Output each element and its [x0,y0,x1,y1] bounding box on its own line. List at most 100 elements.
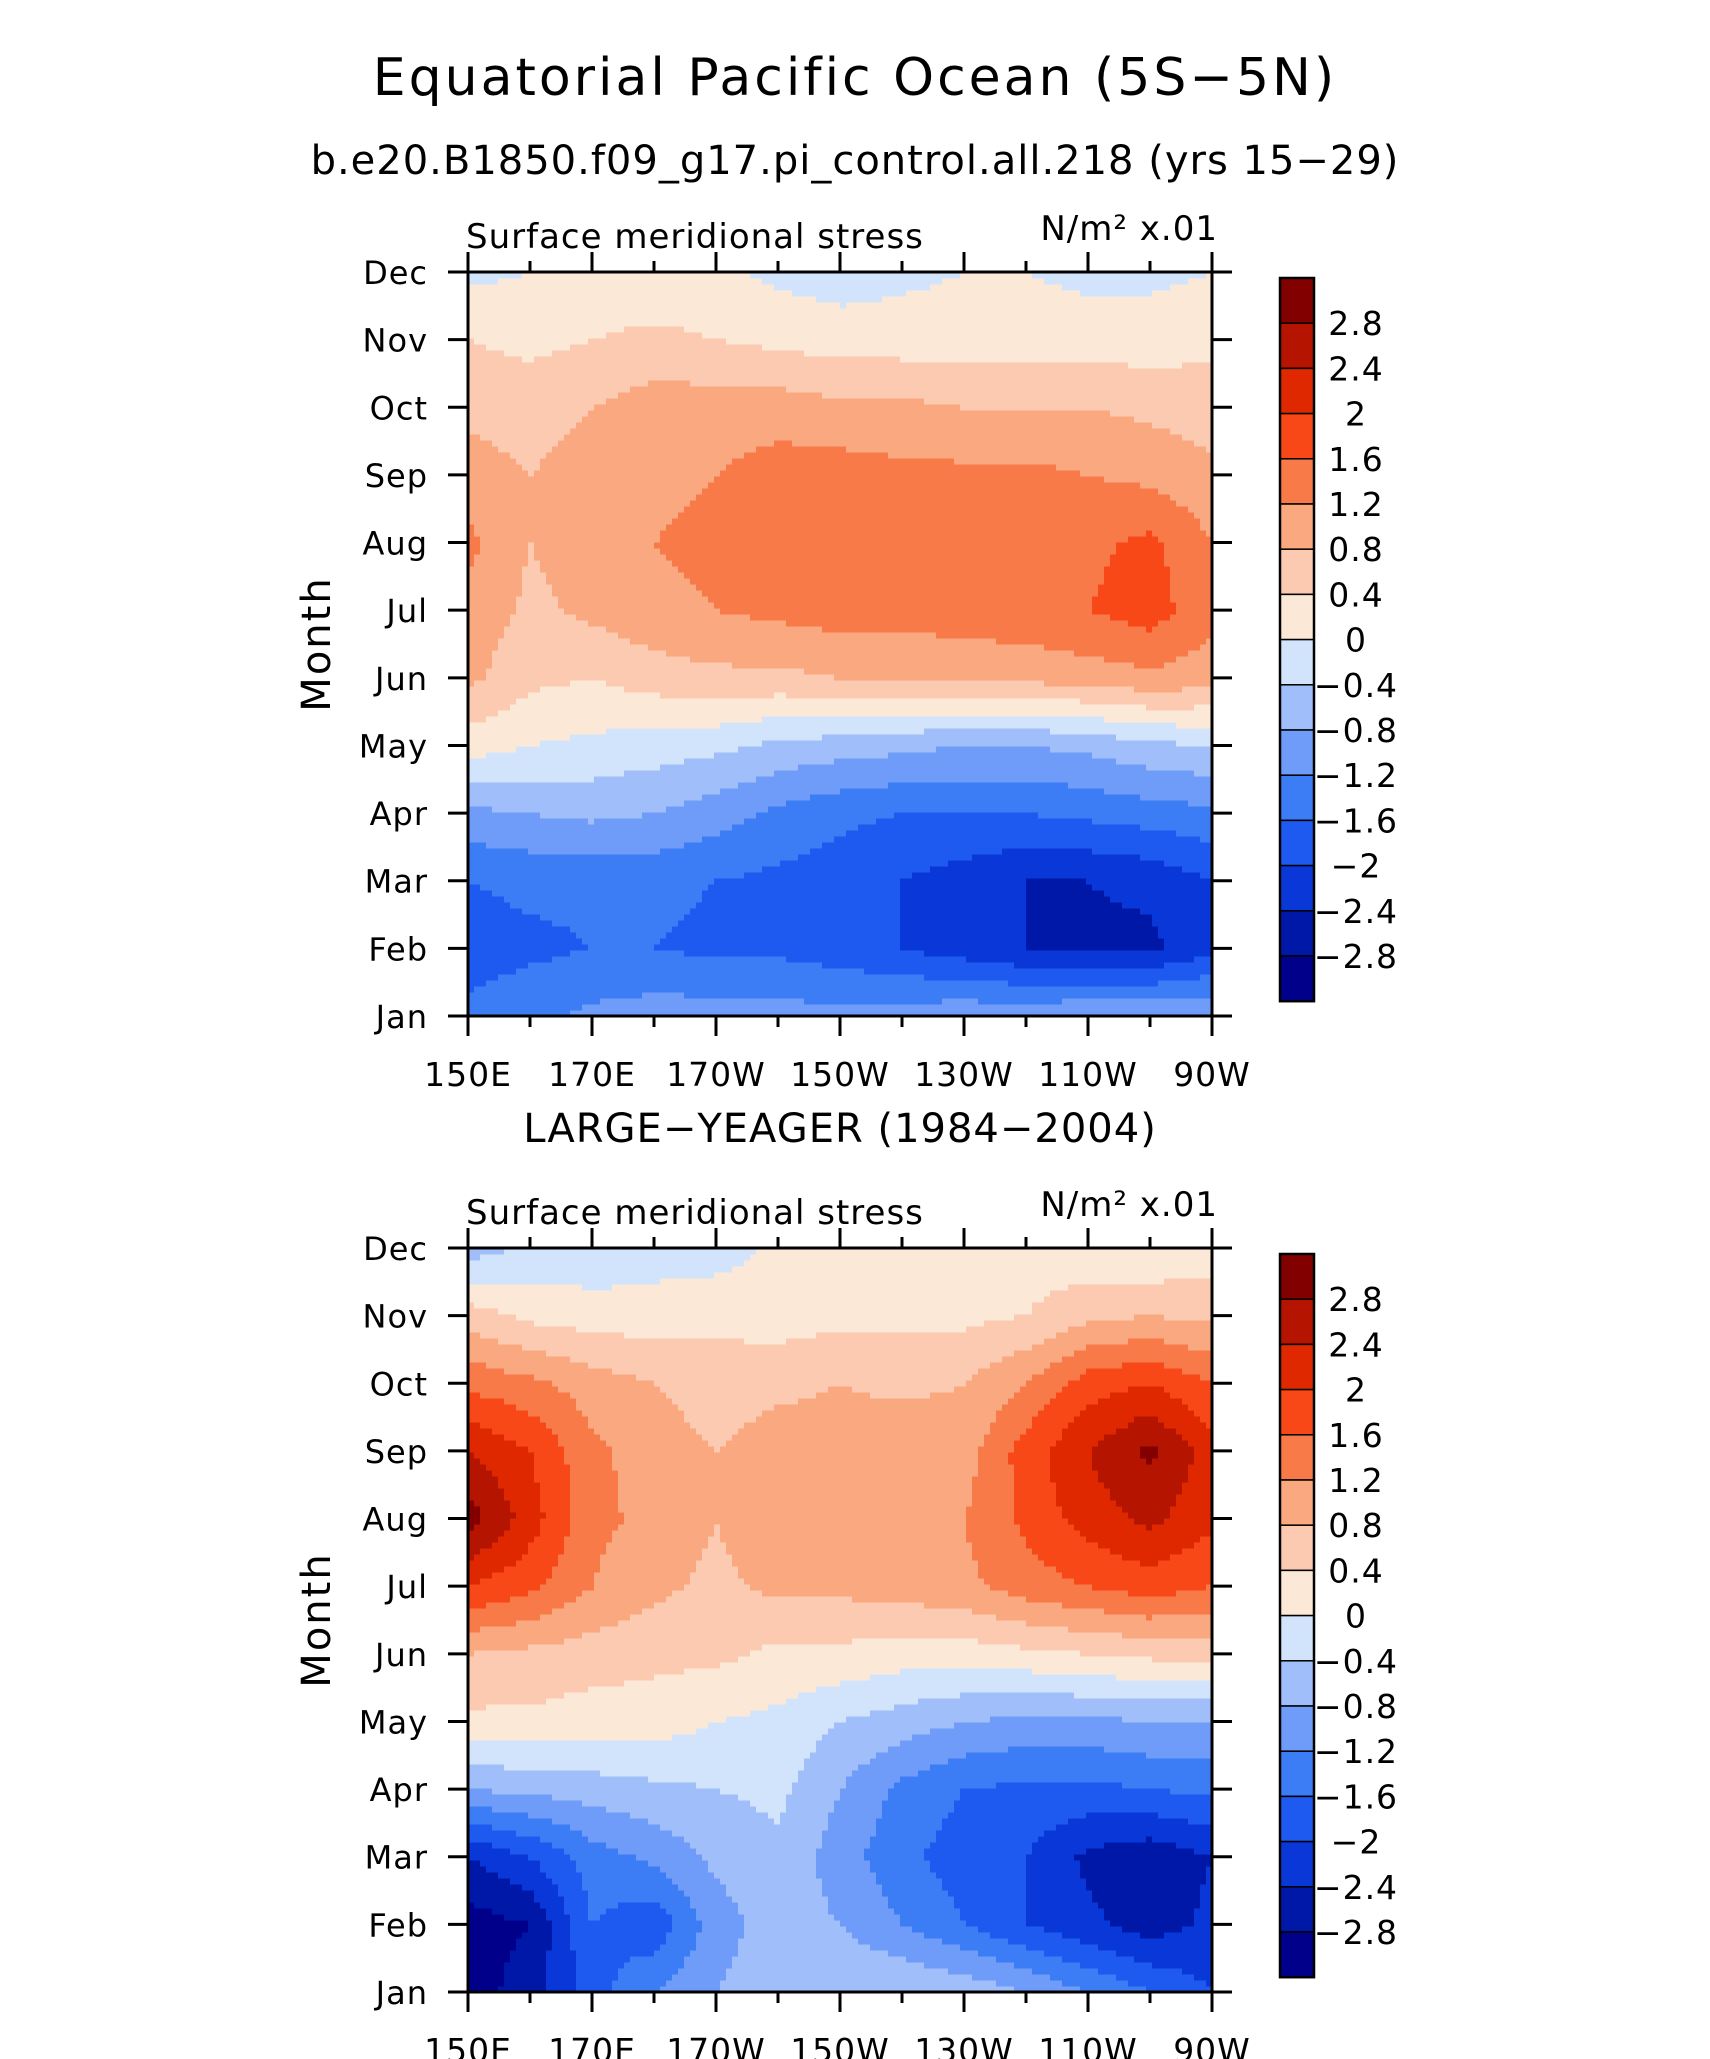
contour-cell [720,1530,967,1537]
contour-cell [1092,1890,1201,1897]
contour-cell [576,1986,613,1993]
contour-cell [468,1500,475,1507]
contour-cell [930,1764,1213,1771]
contour-cell [534,542,655,549]
contour-cell [1164,1932,1213,1939]
contour-cell [822,1890,883,1897]
contour-cell [720,1536,967,1543]
contour-cell [564,1902,589,1909]
contour-cell [786,386,1213,393]
contour-cell [1008,1458,1051,1465]
contour-cell [534,1458,565,1465]
contour-cell [822,842,1213,849]
contour-cell [1200,1416,1213,1423]
y-axis-label: Month [294,1552,340,1687]
contour-cell [618,1476,973,1483]
contour-cell [468,464,523,471]
contour-cell [1176,656,1213,663]
contour-cell [468,1584,541,1591]
contour-cell [468,722,721,729]
contour-cell [1182,1968,1213,1975]
contour-cell [876,1752,967,1759]
contour-cell [468,1608,553,1615]
contour-cell [468,362,1129,369]
contour-cell [1188,1476,1213,1483]
contour-cell [726,464,1057,471]
contour-cell [678,920,901,927]
contour-cell [528,1812,631,1819]
colorbar-box [1279,1931,1315,1978]
contour-cell [948,1890,1027,1897]
contour-cell [900,890,1027,897]
contour-cell [708,884,901,891]
contour-cell [1056,1494,1111,1501]
contour-cell [660,1902,691,1909]
contour-cell [1164,554,1213,561]
contour-cell [1116,1500,1177,1507]
contour-cell [588,1908,607,1915]
contour-cell [876,1824,943,1831]
contour-cell [486,1602,565,1609]
colorbar-label: 2.8 [1328,1280,1383,1319]
contour-cell [1086,878,1213,885]
contour-cell [1086,1884,1201,1891]
contour-cell [468,674,487,681]
contour-cell [468,956,553,963]
contour-cell [1032,1302,1213,1309]
contour-cell [1200,1902,1213,1909]
contour-cell [546,1914,571,1921]
contour-cell [468,1620,517,1627]
contour-cell [576,422,1153,429]
contour-cell [486,668,805,675]
contour-cell [618,632,937,639]
contour-cell [708,1866,817,1873]
contour-cell [666,1872,715,1879]
contour-cell [672,1734,823,1741]
contour-cell [510,1506,541,1513]
contour-cell [750,272,961,279]
contour-cell [516,608,565,615]
contour-cell [630,386,787,393]
contour-cell [804,1764,859,1771]
contour-cell [816,296,883,303]
left-string: Surface meridional stress [466,217,924,257]
contour-cell [1128,1422,1165,1429]
contour-cell [624,1518,967,1525]
contour-cell [468,1824,493,1831]
contour-cell [618,1488,973,1495]
contour-cell [1050,1458,1093,1465]
contour-cell [738,1950,889,1957]
contour-cell [546,572,685,579]
contour-cell [516,1944,553,1951]
contour-cell [1092,596,1171,603]
contour-cell [870,1842,931,1849]
contour-cell [576,1974,619,1981]
contour-cell [762,1410,997,1417]
contour-cell [816,1686,1213,1693]
contour-cell [564,1536,613,1543]
contour-cell [552,1380,655,1387]
contour-cell [714,1446,721,1453]
contour-cell [1032,1848,1087,1855]
contour-cell [618,1500,973,1507]
contour-cell [750,1710,871,1717]
contour-cell [1044,1404,1087,1411]
colorbar-label: −1.6 [1314,801,1398,840]
contour-cell [510,1500,541,1507]
contour-cell [852,1596,1027,1603]
contour-cell [468,302,841,309]
contour-cell [756,446,847,453]
contour-cell [1068,1326,1213,1333]
contour-cell [468,1632,583,1639]
contour-cell [984,1434,1021,1441]
contour-cell [468,806,493,813]
contour-cell [576,1398,673,1405]
contour-cell [468,1764,505,1771]
contour-cell [468,692,529,699]
contour-cell [600,1914,673,1921]
contour-cell [780,860,949,867]
contour-cell [1014,1962,1081,1969]
contour-cell [822,962,1015,969]
contour-cell [498,1536,535,1543]
contour-cell [732,1956,907,1963]
